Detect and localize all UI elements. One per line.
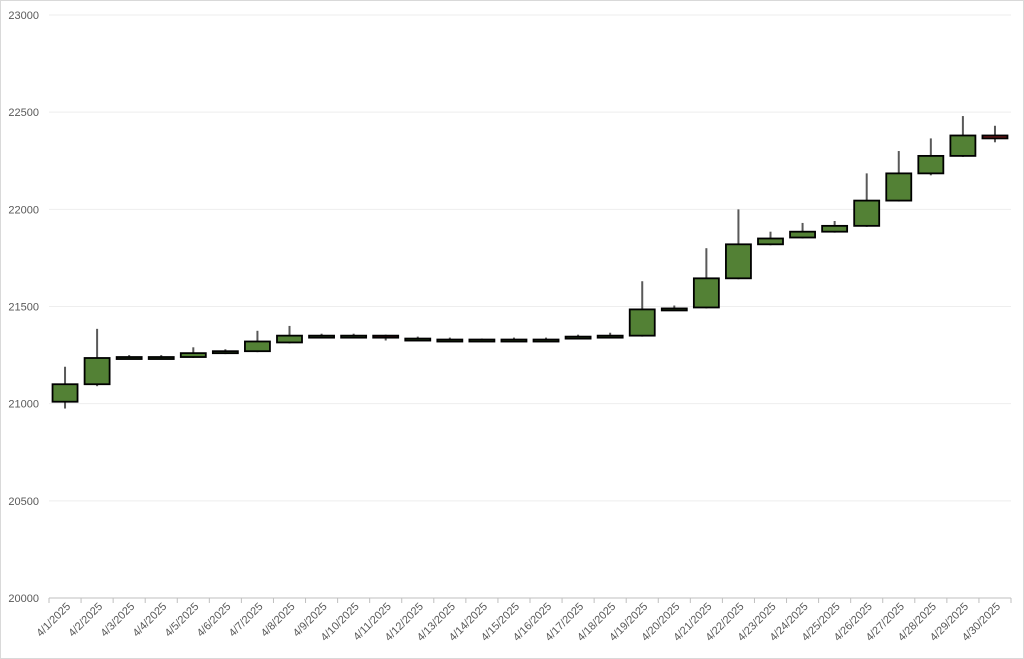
candle-4/19/2025 [628, 281, 656, 337]
candle-4/25/2025 [821, 220, 849, 233]
candle-body [404, 337, 432, 342]
candles [51, 116, 1009, 409]
candle-body [51, 383, 79, 403]
candle-4/14/2025 [468, 338, 496, 343]
candle-body [436, 338, 464, 343]
candle-body [340, 334, 368, 339]
candle-body [596, 334, 624, 339]
candle-4/8/2025 [276, 325, 303, 344]
candle-body [179, 352, 207, 358]
candle-body [244, 340, 271, 353]
candle-4/21/2025 [692, 248, 720, 309]
y-tick-label: 20500 [8, 496, 39, 508]
candle-4/9/2025 [308, 333, 335, 339]
x-axis-ticks: 4/1/20254/2/20254/3/20254/4/20254/5/2025… [34, 598, 1012, 644]
candle-body [308, 334, 335, 339]
candle-4/26/2025 [853, 173, 881, 227]
candle-body [917, 154, 945, 175]
candle-4/12/2025 [404, 336, 432, 342]
candle-4/10/2025 [340, 333, 368, 339]
x-tick-label: 4/5/2025 [163, 601, 202, 640]
x-tick-label: 4/1/2025 [34, 601, 73, 640]
y-tick-label: 21000 [8, 399, 39, 411]
y-tick-label: 20000 [8, 593, 39, 605]
candle-body [276, 334, 303, 344]
candle-body [500, 338, 528, 343]
candle-body [83, 357, 111, 386]
candle-4/30/2025 [981, 125, 1009, 143]
candle-4/6/2025 [211, 349, 239, 355]
candle-body [725, 243, 752, 280]
x-tick-label: 4/4/2025 [131, 601, 170, 640]
candle-4/4/2025 [147, 355, 175, 360]
candle-4/3/2025 [115, 355, 143, 360]
y-axis-ticks: 20000 20500 21000 21500 22000 22500 23000 [8, 10, 39, 605]
candle-body [372, 334, 400, 339]
candle-body [821, 224, 849, 233]
candle-4/11/2025 [372, 334, 400, 341]
candle-body [757, 237, 784, 246]
candle-4/18/2025 [596, 332, 624, 339]
candle-body [981, 134, 1009, 140]
y-tick-label: 23000 [8, 10, 39, 22]
candle-body [660, 307, 688, 312]
y-tick-label: 21500 [8, 302, 39, 314]
candle-4/23/2025 [757, 231, 784, 246]
candle-4/20/2025 [660, 305, 688, 312]
candle-body [115, 356, 143, 360]
candle-body [885, 172, 913, 202]
candle-body [532, 338, 560, 343]
x-tick-label: 4/2/2025 [66, 601, 105, 640]
candle-body [949, 134, 977, 157]
y-tick-label: 22500 [8, 107, 39, 119]
x-tick-label: 4/7/2025 [227, 601, 266, 640]
candle-body [564, 335, 592, 340]
candle-4/13/2025 [436, 337, 464, 343]
candle-4/22/2025 [725, 209, 752, 280]
candle-4/7/2025 [244, 330, 271, 353]
candle-body [211, 350, 239, 355]
candle-body [789, 230, 816, 239]
candle-4/5/2025 [179, 347, 207, 358]
candle-body [628, 308, 656, 337]
x-tick-label: 4/8/2025 [259, 601, 298, 640]
candle-4/27/2025 [885, 151, 913, 202]
candle-4/29/2025 [949, 116, 977, 157]
x-tick-label: 4/3/2025 [99, 601, 138, 640]
candle-4/2/2025 [83, 328, 111, 387]
candle-body [692, 277, 720, 309]
candle-4/24/2025 [789, 222, 816, 239]
candle-body [853, 199, 881, 227]
candle-4/1/2025 [51, 366, 79, 409]
candle-4/17/2025 [564, 334, 592, 340]
candle-body [468, 338, 496, 343]
candle-4/28/2025 [917, 138, 945, 176]
candle-4/15/2025 [500, 337, 528, 343]
x-tick-label: 4/6/2025 [195, 601, 234, 640]
candle-4/16/2025 [532, 337, 560, 343]
candle-body [147, 356, 175, 360]
gridlines [49, 14, 1011, 502]
y-tick-label: 22000 [8, 204, 39, 216]
